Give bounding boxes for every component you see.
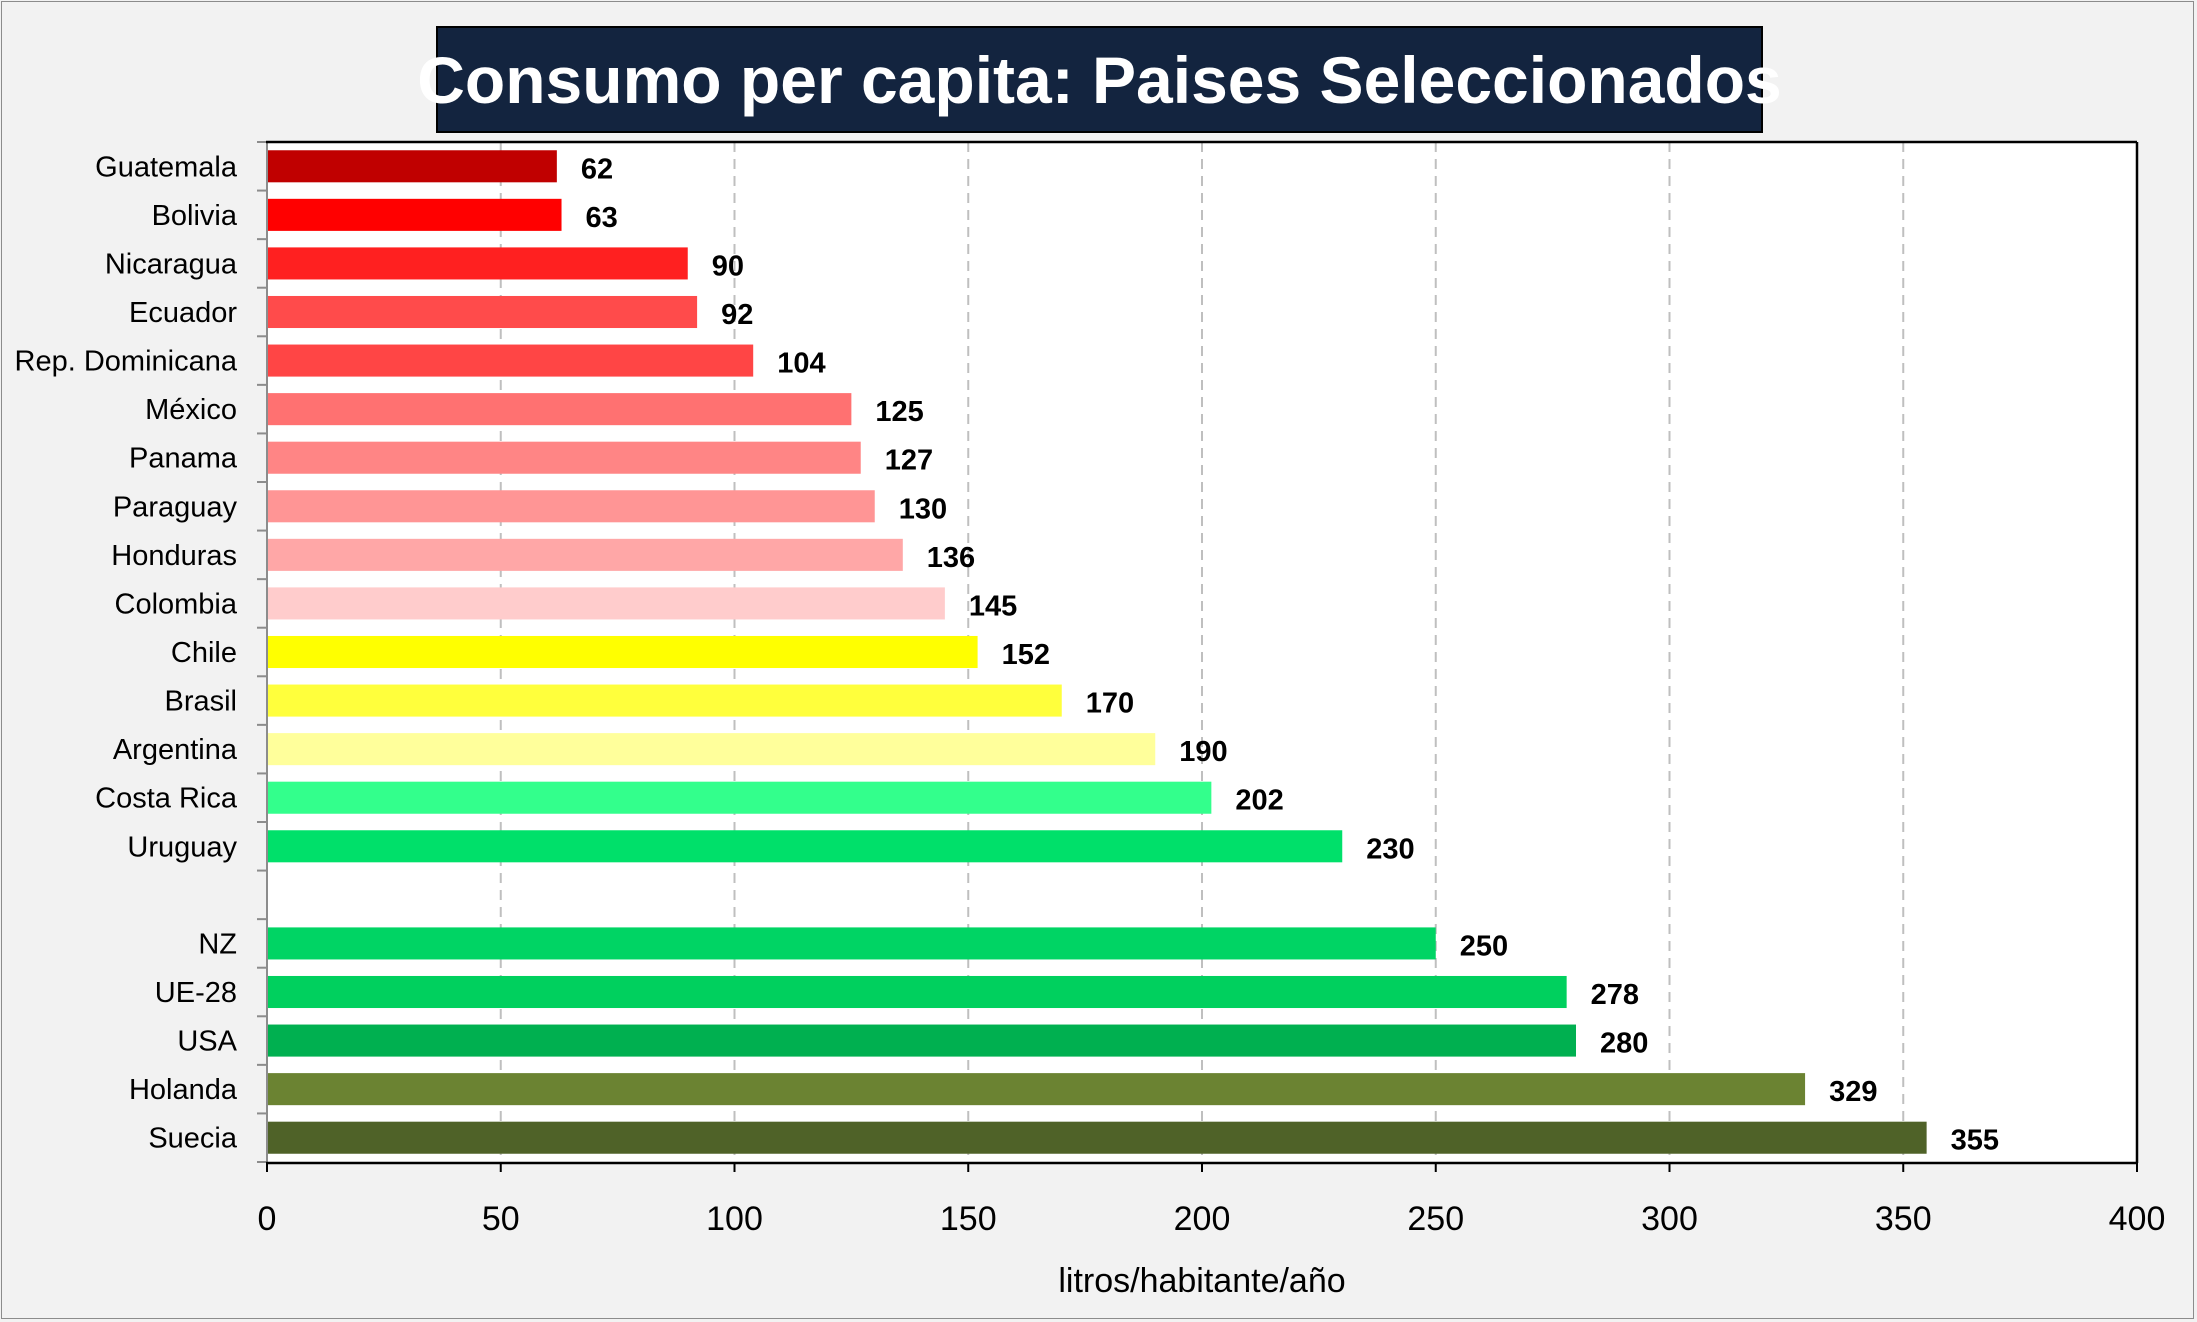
bar — [268, 295, 698, 329]
category-label: UE-28 — [155, 977, 237, 1009]
category-label: Costa Rica — [95, 783, 238, 815]
category-label: Holanda — [129, 1074, 238, 1106]
bar — [268, 247, 688, 280]
bar — [268, 150, 557, 183]
data-label: 145 — [969, 590, 1017, 622]
category-label: Colombia — [115, 588, 238, 620]
x-tick-label: 250 — [1407, 1200, 1464, 1238]
data-label: 329 — [1829, 1076, 1877, 1108]
category-label: NZ — [198, 928, 237, 960]
data-label: 63 — [586, 202, 618, 234]
category-label: Panama — [129, 443, 238, 475]
data-label: 355 — [1951, 1125, 1999, 1157]
bar — [268, 635, 978, 669]
category-label: Argentina — [113, 734, 238, 766]
data-label: 62 — [581, 153, 613, 185]
data-label: 125 — [875, 396, 923, 428]
x-tick-label: 350 — [1875, 1200, 1932, 1238]
bar — [268, 393, 852, 426]
category-label: Chile — [171, 637, 237, 669]
data-label: 127 — [885, 445, 933, 477]
bars — [268, 150, 1927, 1154]
x-tick-label: 150 — [940, 1200, 997, 1238]
category-label: Nicaragua — [105, 248, 238, 280]
data-label: 278 — [1591, 979, 1639, 1011]
bar — [268, 781, 1212, 814]
category-label: Suecia — [148, 1123, 238, 1155]
bar — [268, 733, 1156, 766]
data-label: 170 — [1086, 688, 1134, 720]
data-label: 190 — [1179, 736, 1227, 768]
category-label: USA — [177, 1026, 237, 1058]
x-tick-label: 100 — [706, 1200, 763, 1238]
data-label: 250 — [1460, 930, 1508, 962]
category-label: México — [145, 394, 237, 426]
bar — [268, 975, 1567, 1009]
bar — [268, 1073, 1806, 1106]
category-label: Paraguay — [113, 491, 238, 523]
category-label: Ecuador — [129, 297, 237, 329]
bar — [268, 198, 562, 231]
bar — [268, 538, 903, 571]
y-axis-ticks — [257, 141, 267, 1163]
data-label: 280 — [1600, 1028, 1648, 1060]
data-label: 230 — [1366, 833, 1414, 865]
data-label: 202 — [1235, 785, 1283, 817]
category-label: Brasil — [164, 686, 237, 718]
data-label: 152 — [1002, 639, 1050, 671]
category-label: Guatemala — [95, 151, 238, 183]
bar — [268, 684, 1062, 717]
x-axis-title: litros/habitante/año — [1058, 1262, 1345, 1300]
data-label: 130 — [899, 493, 947, 525]
bar — [268, 1121, 1927, 1154]
bar — [268, 490, 875, 523]
category-labels: Guatemala Bolivia Nicaragua Ecuador Rep. Dom… — [15, 151, 238, 1154]
category-label: Honduras — [111, 540, 237, 572]
chart-title: Consumo per capita: Paises Seleccionados — [417, 26, 1782, 133]
x-axis-ticks — [266, 1162, 2138, 1172]
data-label: 90 — [712, 250, 744, 282]
bar — [268, 441, 861, 474]
x-tick-label: 300 — [1641, 1200, 1698, 1238]
category-label: Bolivia — [152, 200, 238, 232]
category-label: Uruguay — [127, 831, 237, 863]
x-tick-label: 0 — [258, 1200, 277, 1238]
x-tick-label: 400 — [2109, 1200, 2166, 1238]
bar — [268, 830, 1343, 863]
category-label: Rep. Dominicana — [15, 346, 238, 378]
x-tick-label: 200 — [1174, 1200, 1231, 1238]
bar — [268, 344, 754, 377]
x-tick-labels: 0 50 100 150 200 250 300 350 400 — [258, 1200, 2166, 1238]
bar — [268, 927, 1436, 960]
data-label: 92 — [721, 299, 753, 331]
data-label: 104 — [777, 348, 825, 380]
data-label: 136 — [927, 542, 975, 574]
bar — [268, 587, 945, 620]
bar — [268, 1024, 1576, 1057]
x-tick-label: 50 — [482, 1200, 520, 1238]
